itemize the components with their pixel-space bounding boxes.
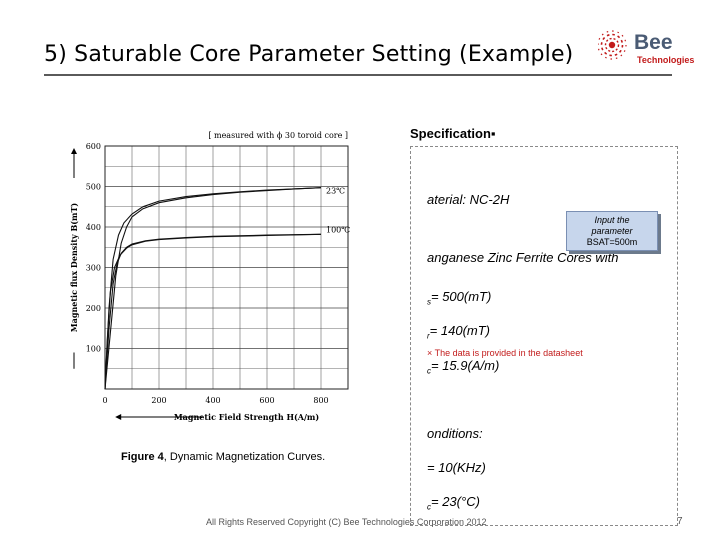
bee-logo-icon: [598, 30, 627, 60]
spec-heading: Specification▪: [410, 126, 496, 141]
chart-grid: [105, 146, 348, 389]
y-tick-label: 300: [86, 264, 101, 273]
x-tick-label: 400: [205, 396, 220, 405]
spec-type: anganese Zinc Ferrite Cores with: [427, 250, 619, 265]
spec-bs-sub: s: [427, 297, 431, 307]
spec-tc-value: = 23(°C): [431, 494, 480, 509]
y-axis-label: Magnetic flux Density B(mT): [69, 203, 79, 333]
logo-wordmark: Bee: [634, 31, 673, 54]
spec-frequency: = 10(KHz): [427, 460, 486, 475]
spec-box: [410, 146, 678, 526]
chart-axes: [104, 145, 349, 390]
spec-bs: s= 500(mT): [427, 289, 491, 307]
callout-line-2: parameter: [591, 226, 633, 236]
x-tick-label: 0: [102, 396, 107, 405]
spec-hc-value: = 15.9(A/m): [431, 358, 500, 373]
x-tick-label: 800: [313, 396, 328, 405]
y-tick-label: 400: [86, 223, 101, 232]
x-axis-arrowhead: [115, 414, 122, 420]
series-line: [104, 233, 322, 390]
figure-caption-number: Figure 4: [121, 451, 164, 463]
series-label: 100℃: [326, 225, 350, 234]
y-tick-label: 500: [86, 183, 101, 192]
series-line: [104, 187, 322, 390]
figure-caption-text: , Dynamic Magnetization Curves.: [163, 451, 326, 463]
parameter-callout: Input the parameter BSAT=500m: [566, 211, 658, 251]
chart-series: [104, 187, 322, 390]
figure-caption: Figure 4, Dynamic Magnetization Curves.: [121, 451, 325, 463]
chart-labels: 0 200 400 600 800 100 200 300 400 500 600 [ measure…: [69, 131, 350, 422]
spec-conditions: onditions:: [427, 426, 483, 441]
slide-title: 5) Saturable Core Parameter Setting (Exa…: [44, 42, 574, 67]
spec-br: r= 140(mT): [427, 323, 490, 341]
spec-temperature: c= 23(°C): [427, 494, 480, 512]
y-tick-label: 200: [86, 304, 101, 313]
callout-line-3: BSAT=500m: [586, 237, 638, 247]
plot-frame: [104, 145, 349, 390]
spec-hc: c= 15.9(A/m): [427, 358, 499, 376]
spec-hc-sub: c: [427, 366, 431, 376]
x-tick-label: 200: [151, 396, 166, 405]
callout-line-1: Input the: [594, 215, 630, 225]
series-label: 23℃: [326, 187, 345, 196]
spec-bs-value: = 500(mT): [431, 289, 492, 304]
y-tick-label: 600: [86, 142, 101, 151]
spec-tc-sub: c: [427, 502, 431, 512]
spec-material: aterial: NC-2H: [427, 192, 510, 207]
title-divider: [44, 74, 672, 76]
datasheet-note: × The data is provided in the datasheet: [427, 348, 583, 358]
spec-br-value: = 140(mT): [429, 323, 490, 338]
chart-title: [ measured with ϕ 30 toroid core ]: [208, 131, 348, 140]
y-tick-label: 100: [86, 345, 101, 354]
x-axis-label: Magnetic Field Strength H(A/m): [174, 412, 320, 422]
y-axis-arrowhead: [71, 148, 77, 154]
copyright-footer: All Rights Reserved Copyright (C) Bee Te…: [206, 517, 487, 527]
spec-br-sub: r: [427, 331, 430, 341]
page-number: 7: [677, 516, 683, 527]
magnetization-chart: 0 200 400 600 800 100 200 300 400 500 600 [ measure…: [69, 131, 350, 422]
x-tick-label: 600: [259, 396, 274, 405]
logo-subtitle: Technologies: [637, 55, 695, 65]
